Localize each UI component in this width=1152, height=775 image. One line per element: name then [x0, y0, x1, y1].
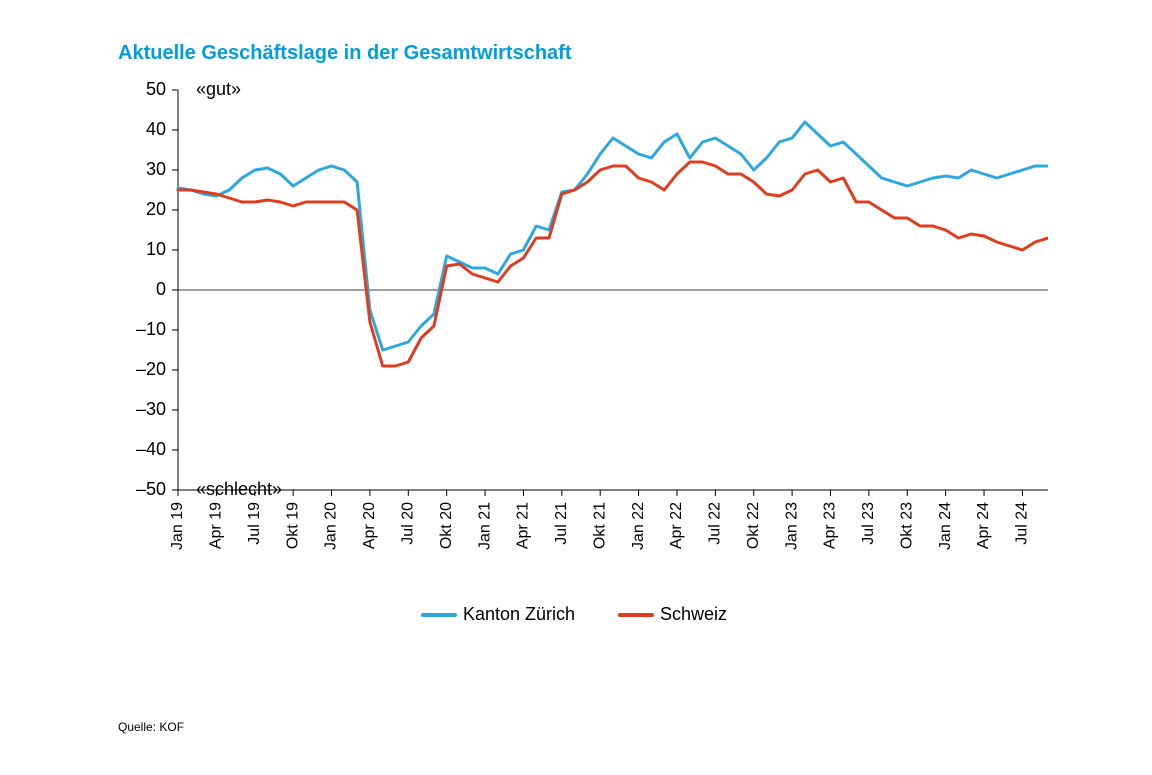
legend-label: Kanton Zürich: [463, 604, 575, 624]
x-tick-label: Apr 19: [208, 502, 225, 549]
x-tick-label: Jan 21: [476, 502, 493, 550]
x-tick-label: Okt 23: [898, 502, 915, 549]
y-tick-label: 20: [146, 199, 166, 219]
x-tick-label: Jul 20: [400, 502, 417, 545]
series-line: [178, 122, 1048, 350]
x-tick-label: Apr 24: [975, 502, 992, 549]
x-tick-label: Okt 22: [745, 502, 762, 549]
y-tick-label: –30: [136, 399, 166, 419]
y-tick-label: –10: [136, 319, 166, 339]
line-chart: –50 –40 –30 –20 –10 0 10 20 30 40 50 «gut» «schlecht…: [118, 80, 1048, 640]
chart-source: Quelle: KOF: [118, 720, 184, 734]
x-tick-label: Okt 21: [591, 502, 608, 549]
x-tick-label: Apr 22: [668, 502, 685, 549]
y-tick-label: 10: [146, 239, 166, 259]
x-tick-label: Jan 22: [630, 502, 647, 550]
x-tick-label: Jul 21: [553, 502, 570, 545]
legend-label: Schweiz: [660, 604, 727, 624]
x-tick-label: Okt 20: [438, 502, 455, 549]
x-tick-label: Jul 24: [1014, 502, 1031, 545]
x-tick-label: Apr 21: [515, 502, 532, 549]
series-line: [178, 162, 1048, 366]
y-tick-label: 0: [156, 279, 166, 299]
page: Aktuelle Geschäftslage in der Gesamtwirt…: [0, 0, 1152, 775]
y-tick-label: 30: [146, 159, 166, 179]
x-tick-label: Okt 19: [284, 502, 301, 549]
chart-container: –50 –40 –30 –20 –10 0 10 20 30 40 50 «gut» «schlecht…: [118, 80, 1048, 640]
annotation-gut: «gut»: [196, 80, 241, 99]
x-tick-label: Apr 23: [822, 502, 839, 549]
y-tick-label: 40: [146, 119, 166, 139]
annotation-schlecht: «schlecht»: [196, 479, 282, 499]
x-tick-label: Jan 19: [169, 502, 186, 550]
x-tick-label: Jul 22: [707, 502, 724, 545]
x-tick-label: Jan 20: [323, 502, 340, 550]
y-tick-label: –50: [136, 479, 166, 499]
x-tick-label: Apr 20: [361, 502, 378, 549]
chart-title: Aktuelle Geschäftslage in der Gesamtwirt…: [118, 42, 572, 65]
x-tick-label: Jul 23: [860, 502, 877, 545]
x-tick-label: Jul 19: [246, 502, 263, 545]
x-tick-label: Jan 24: [937, 502, 954, 550]
y-tick-label: –40: [136, 439, 166, 459]
y-tick-label: –20: [136, 359, 166, 379]
x-tick-label: Jan 23: [783, 502, 800, 550]
y-tick-label: 50: [146, 80, 166, 99]
